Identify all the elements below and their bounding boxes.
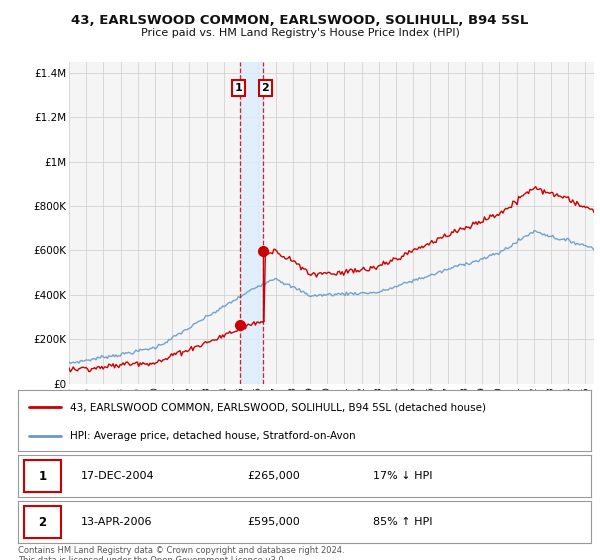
Text: 17% ↓ HPI: 17% ↓ HPI — [373, 472, 433, 481]
Text: 2: 2 — [262, 83, 269, 94]
FancyBboxPatch shape — [24, 506, 61, 538]
Text: 43, EARLSWOOD COMMON, EARLSWOOD, SOLIHULL, B94 5SL (detached house): 43, EARLSWOOD COMMON, EARLSWOOD, SOLIHUL… — [70, 402, 485, 412]
Text: Price paid vs. HM Land Registry's House Price Index (HPI): Price paid vs. HM Land Registry's House … — [140, 28, 460, 38]
Text: 17-DEC-2004: 17-DEC-2004 — [81, 472, 155, 481]
Text: 1: 1 — [235, 83, 242, 94]
Text: HPI: Average price, detached house, Stratford-on-Avon: HPI: Average price, detached house, Stra… — [70, 431, 355, 441]
Text: 1: 1 — [38, 470, 47, 483]
Text: £595,000: £595,000 — [247, 517, 300, 527]
Bar — [241, 62, 263, 384]
Text: 43, EARLSWOOD COMMON, EARLSWOOD, SOLIHULL, B94 5SL: 43, EARLSWOOD COMMON, EARLSWOOD, SOLIHUL… — [71, 14, 529, 27]
Text: Contains HM Land Registry data © Crown copyright and database right 2024.
This d: Contains HM Land Registry data © Crown c… — [18, 546, 344, 560]
Text: 2: 2 — [38, 516, 47, 529]
Text: 13-APR-2006: 13-APR-2006 — [81, 517, 152, 527]
Text: £265,000: £265,000 — [247, 472, 300, 481]
Text: 85% ↑ HPI: 85% ↑ HPI — [373, 517, 433, 527]
FancyBboxPatch shape — [24, 460, 61, 492]
